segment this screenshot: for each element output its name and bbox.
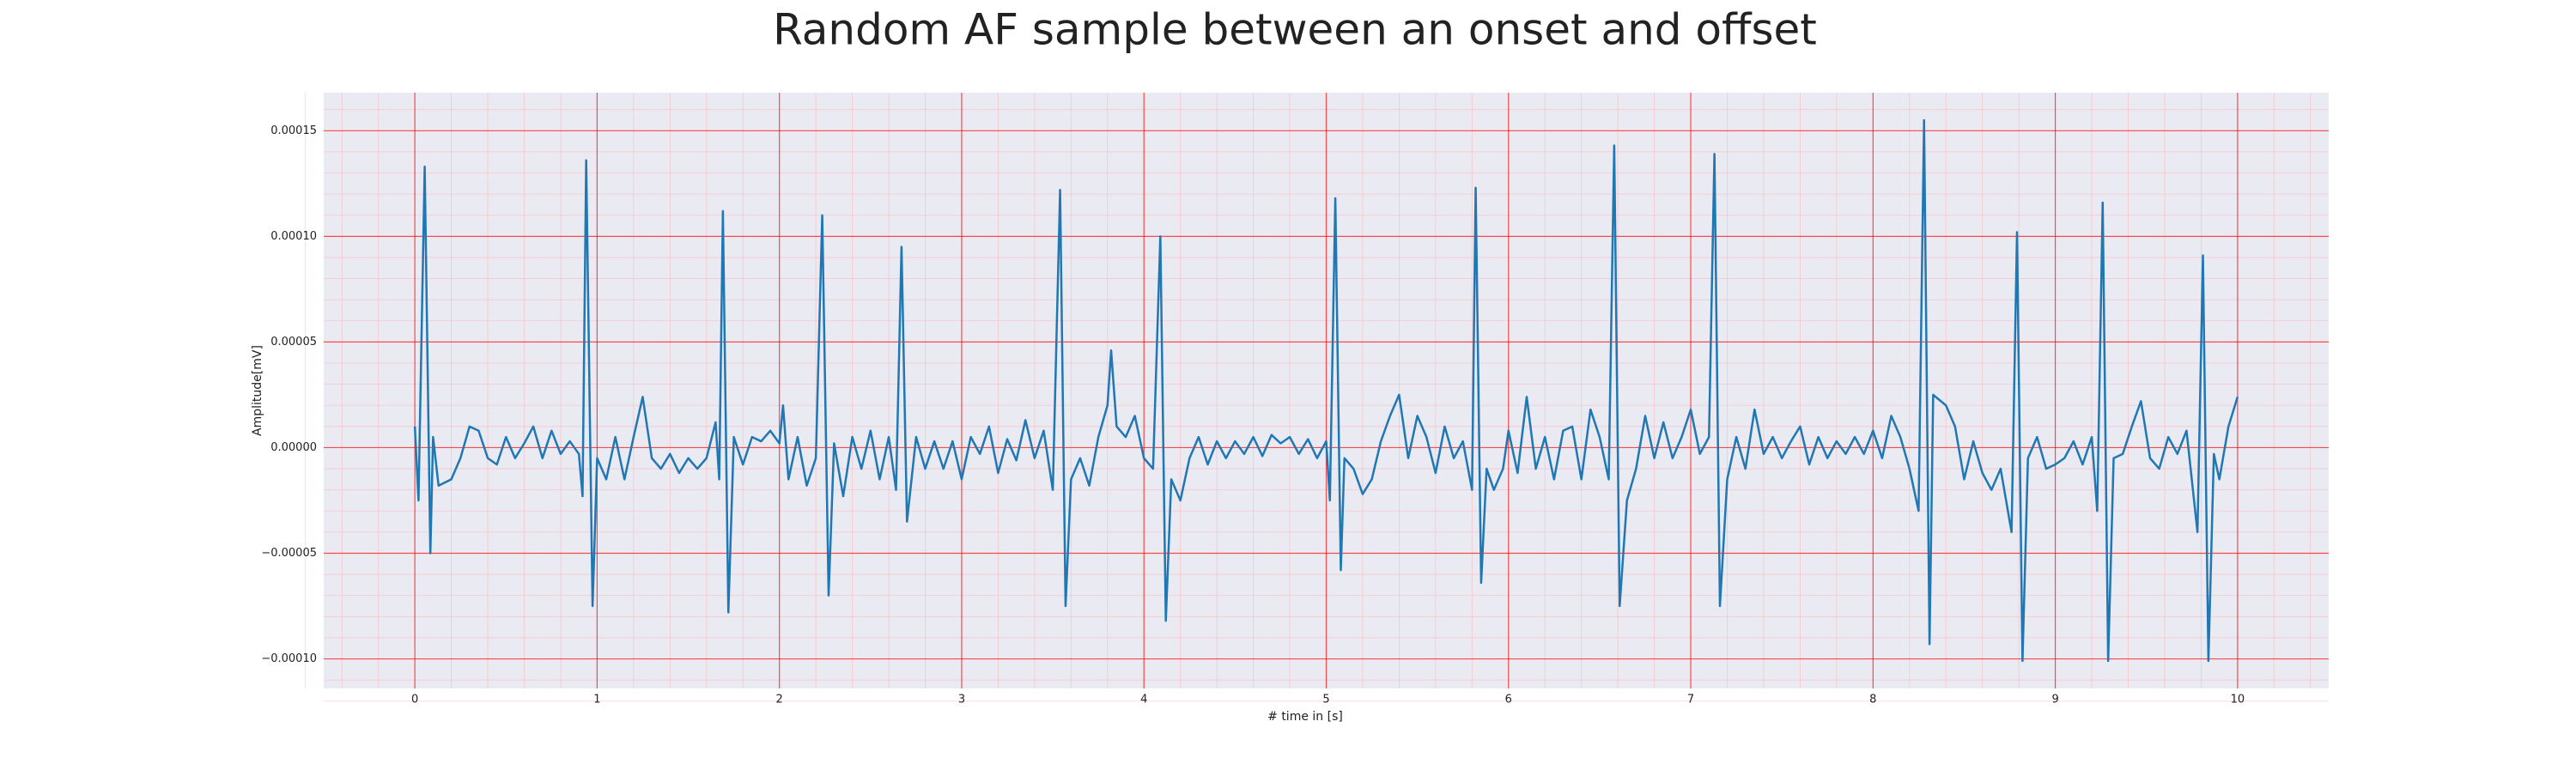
x-tick-label: 4 (1140, 694, 1147, 706)
x-tick-label: 6 (1505, 694, 1512, 706)
x-tick-label: 2 (776, 694, 783, 706)
x-tick-label: 9 (2051, 694, 2058, 706)
x-tick-label: 0 (411, 694, 418, 706)
x-tick-label: 10 (2231, 694, 2245, 706)
x-tick-label: 5 (1322, 694, 1329, 706)
x-axis-label: # time in [s] (1267, 710, 1343, 724)
x-tick-label: 8 (1869, 694, 1876, 706)
y-tick-label: −0.00005 (261, 547, 317, 560)
x-tick-label: 7 (1687, 694, 1694, 706)
y-tick-label: 0.00015 (270, 124, 317, 137)
chart-title: Random AF sample between an onset and of… (773, 5, 1817, 55)
x-tick-label: 3 (958, 694, 965, 706)
y-tick-label: 0.00010 (270, 230, 317, 243)
signal-line (413, 118, 2239, 663)
y-tick-label: 0.00000 (270, 441, 317, 454)
y-tick-label: 0.00005 (270, 336, 317, 349)
y-axis-label: Amplitude[mV] (251, 345, 264, 436)
x-tick-label: 1 (593, 694, 600, 706)
y-tick-label: −0.00010 (261, 652, 317, 665)
